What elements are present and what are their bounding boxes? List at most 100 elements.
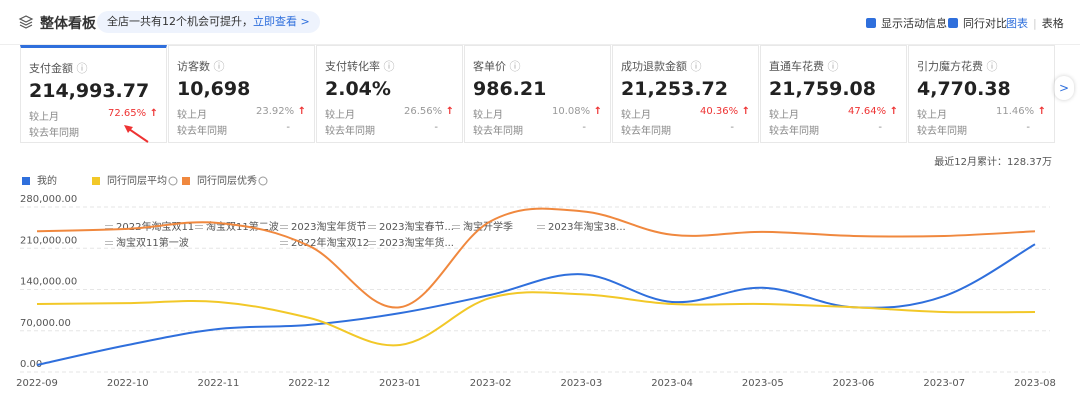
metric-label: 引力魔方花费 ⓘ: [917, 60, 998, 73]
yoy-value: -: [286, 122, 290, 133]
info-icon: ⓘ: [506, 60, 521, 73]
mom-label: 较上月: [473, 110, 503, 121]
mom-row: 较上月 40.36% ↑: [621, 106, 750, 121]
option[interactable]: 显示活动信息: [866, 15, 947, 31]
yoy-row: 较去年同期 -: [621, 122, 750, 137]
yoy-value: -: [434, 122, 438, 133]
yoy-label: 较去年同期: [769, 126, 819, 137]
metric-value: 2.04%: [325, 78, 391, 100]
annotation-arrow: [124, 125, 149, 143]
legend-swatch: [182, 177, 190, 185]
metric-card[interactable]: 成功退款金额 ⓘ 21,253.72 较上月 40.36% ↑ 较去年同期 -: [612, 45, 759, 143]
mom-row: 较上月 26.56% ↑: [325, 106, 454, 121]
yoy-label: 较去年同期: [29, 128, 79, 139]
yoy-row: 较去年同期 -: [917, 122, 1046, 137]
x-tick-label: 2023-05: [742, 378, 784, 389]
up-arrow: ↑: [294, 106, 306, 117]
info-icon: ⓘ: [824, 60, 839, 73]
event-label: 2023淘宝年货节: [291, 220, 366, 233]
info-icon: ⓘ: [380, 60, 395, 73]
legend-swatch: [22, 177, 30, 185]
up-arrow: ↑: [442, 106, 454, 117]
mom-label: 较上月: [769, 110, 799, 121]
yoy-row: 较去年同期 -: [769, 122, 898, 137]
mom-row: 较上月 47.64% ↑: [769, 106, 898, 121]
yoy-label: 较去年同期: [325, 126, 375, 137]
series-line: [36, 291, 1036, 347]
metric-label: 直通车花费 ⓘ: [769, 60, 839, 73]
mom-value: 40.36%: [699, 106, 739, 117]
legend-label: 我的: [37, 174, 57, 187]
metric-value: 10,698: [177, 78, 251, 100]
header: 整体看板 全店一共有12个机会可提升，立即查看 > 显示活动信息 同行对比 图表…: [0, 0, 1080, 45]
mom-label: 较上月: [29, 112, 59, 123]
yoy-row: 较去年同期 -: [325, 122, 454, 137]
info-icon: ⓘ: [687, 60, 702, 73]
metric-card[interactable]: 支付转化率 ⓘ 2.04% 较上月 26.56% ↑ 较去年同期 -: [316, 45, 463, 143]
metric-label: 客单价 ⓘ: [473, 60, 521, 73]
metric-value: 986.21: [473, 78, 547, 100]
metric-value: 214,993.77: [29, 80, 150, 102]
mom-label: 较上月: [621, 110, 651, 121]
info-icon: [168, 176, 178, 186]
x-tick-label: 2022-12: [288, 378, 330, 389]
metric-card[interactable]: 直通车花费 ⓘ 21,759.08 较上月 47.64% ↑ 较去年同期 -: [760, 45, 907, 143]
toggle-table[interactable]: 表格: [1041, 17, 1064, 30]
mom-row: 较上月 72.65% ↑: [29, 108, 158, 123]
y-tick-label: 140,000.00: [20, 277, 77, 288]
event-label: 2023淘宝年货...: [379, 236, 454, 249]
metric-card[interactable]: 客单价 ⓘ 986.21 较上月 10.08% ↑ 较去年同期 -: [464, 45, 611, 143]
metric-card[interactable]: 引力魔方花费 ⓘ 4,770.38 较上月 11.46% ↑ 较去年同期 -: [908, 45, 1055, 143]
up-arrow: ↑: [1034, 106, 1046, 117]
mom-group: 26.56% ↑: [404, 106, 454, 121]
total: 最近12月累计：128.37万: [934, 155, 1052, 168]
up-arrow: ↑: [146, 108, 158, 119]
chart: 最近12月累计：128.37万 0.00 70,000.00 140,000.00 21…: [16, 155, 1056, 389]
up-arrow: ↑: [738, 106, 750, 117]
event-label: 淘宝开学季: [463, 220, 513, 233]
y-tick-label: 70,000.00: [20, 318, 71, 329]
mom-group: 72.65% ↑: [108, 108, 158, 123]
yoy-label: 较去年同期: [177, 126, 227, 137]
x-tick-label: 2023-06: [833, 378, 875, 389]
layers-icon: [18, 15, 34, 29]
next-button[interactable]: >: [1054, 76, 1074, 100]
yoy-value: -: [1026, 122, 1030, 133]
yoy-row: 较去年同期 -: [177, 122, 306, 137]
metric-value: 4,770.38: [917, 78, 1011, 100]
notice: 全店一共有12个机会可提升，立即查看 >: [97, 11, 320, 33]
legend-swatch: [92, 177, 100, 185]
option[interactable]: 同行对比: [948, 15, 1007, 31]
x-tick-label: 2023-07: [923, 378, 965, 389]
metric-card[interactable]: 访客数 ⓘ 10,698 较上月 23.92% ↑ 较去年同期 -: [168, 45, 315, 143]
mom-group: 23.92% ↑: [256, 106, 306, 121]
metric-value: 21,759.08: [769, 78, 876, 100]
mom-label: 较上月: [325, 110, 355, 121]
mom-row: 较上月 10.08% ↑: [473, 106, 602, 121]
metric-label: 支付金额 ⓘ: [29, 62, 88, 75]
metric-card[interactable]: 支付金额 ⓘ 214,993.77 较上月 72.65% ↑ 较去年同期: [20, 45, 167, 143]
toggle-chart[interactable]: 图表: [1006, 17, 1028, 30]
notice-link[interactable]: 立即查看: [253, 15, 297, 28]
mom-value: 10.08%: [551, 106, 591, 117]
x-tick-label: 2023-08: [1014, 378, 1056, 389]
x-tick-label: 2023-01: [379, 378, 421, 389]
yoy-value: -: [582, 122, 586, 133]
mom-group: 10.08% ↑: [552, 106, 602, 121]
notice-text: 全店一共有12个机会可提升，: [107, 15, 253, 28]
mom-value: 11.46%: [995, 106, 1035, 117]
y-tick-label: 0.00: [20, 359, 42, 370]
mom-value: 47.64%: [847, 106, 887, 117]
series-line: [36, 207, 1036, 309]
info-icon: ⓘ: [983, 60, 998, 73]
legend-label: 同行同层优秀: [197, 174, 257, 187]
x-tick-label: 2022-10: [107, 378, 149, 389]
mom-row: 较上月 11.46% ↑: [917, 106, 1046, 121]
option-label: 同行对比: [963, 17, 1007, 30]
mom-label: 较上月: [917, 110, 947, 121]
series-line: [36, 243, 1036, 366]
yoy-label: 较去年同期: [621, 126, 671, 137]
yoy-label: 较去年同期: [473, 126, 523, 137]
yoy-label: 较去年同期: [917, 126, 967, 137]
